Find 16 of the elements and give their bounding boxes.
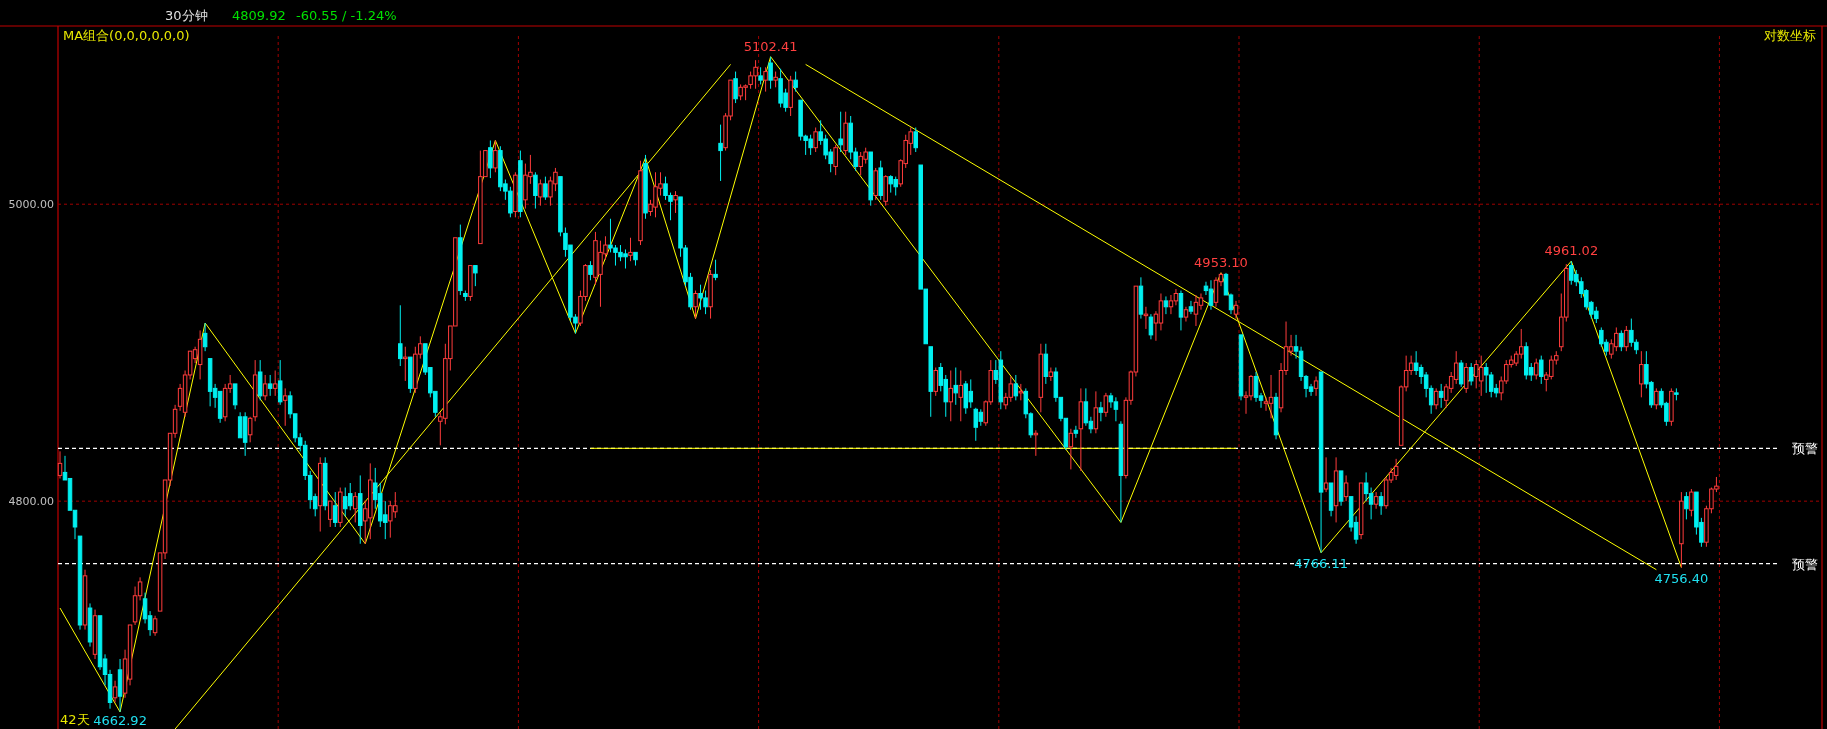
annotation: 4809.92	[232, 8, 286, 23]
annotation: 5102.41	[743, 38, 798, 54]
annotation: 4953.10	[1194, 254, 1248, 270]
annotation: 4766.11	[1294, 555, 1348, 571]
annotation: 4662.92	[93, 713, 147, 728]
annotation: 对数坐标	[1764, 28, 1816, 43]
ref-line-label: 预警	[1792, 441, 1818, 457]
annotation: -60.55 / -1.24%	[296, 8, 397, 23]
annotation: MA组合(0,0,0,0,0,0)	[63, 28, 190, 43]
y-tick-label: 5000.00	[8, 198, 54, 212]
annotation: 42天	[60, 712, 90, 727]
title: 30分钟	[165, 8, 208, 23]
ref-line-label: 预警	[1792, 556, 1818, 572]
annotation: 4961.02	[1544, 243, 1599, 259]
y-tick-label: 4800.00	[8, 495, 54, 509]
annotation: 4756.40	[1654, 570, 1709, 586]
